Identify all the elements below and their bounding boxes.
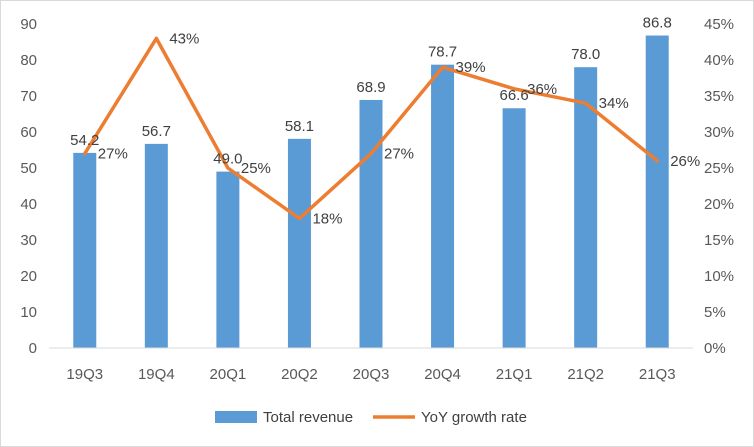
- revenue-data-label: 54.2: [70, 132, 99, 149]
- x-axis-tick-label: 19Q4: [138, 366, 175, 383]
- left-axis-tick-label: 30: [20, 232, 37, 249]
- right-axis-tick-label: 15%: [704, 232, 734, 249]
- x-axis-tick-label: 21Q3: [639, 366, 676, 383]
- growth-rate-data-label: 43%: [169, 30, 199, 47]
- right-axis-tick-label: 10%: [704, 268, 734, 285]
- right-axis-tick-label: 0%: [704, 340, 726, 357]
- left-axis-tick-label: 60: [20, 124, 37, 141]
- growth-rate-point: [226, 166, 230, 170]
- left-axis-tick-label: 90: [20, 16, 37, 33]
- revenue-bar: [645, 35, 669, 349]
- revenue-data-label: 66.6: [500, 87, 529, 104]
- growth-rate-point: [154, 36, 158, 40]
- legend-label-growth: YoY growth rate: [421, 409, 527, 426]
- growth-rate-point: [512, 87, 516, 91]
- revenue-bar: [287, 138, 311, 348]
- revenue-data-label: 56.7: [142, 123, 171, 140]
- growth-rate-data-label: 36%: [527, 81, 557, 98]
- growth-rate-data-label: 39%: [456, 59, 486, 76]
- legend-label-revenue: Total revenue: [263, 409, 353, 426]
- right-axis-tick-label: 30%: [704, 124, 734, 141]
- x-axis-tick-label: 20Q4: [424, 366, 461, 383]
- growth-rate-point: [584, 101, 588, 105]
- x-axis-tick-label: 19Q3: [66, 366, 103, 383]
- left-axis-tick-label: 0: [29, 340, 37, 357]
- left-axis-tick-label: 10: [20, 304, 37, 321]
- legend: Total revenue YoY growth rate: [215, 409, 527, 426]
- x-axis-tick-label: 20Q1: [210, 366, 247, 383]
- x-axis-tick-label: 21Q2: [567, 366, 604, 383]
- revenue-data-label: 78.7: [428, 44, 457, 61]
- growth-rate-point: [297, 216, 301, 220]
- revenue-data-label: 86.8: [643, 15, 672, 32]
- right-axis-tick-label: 20%: [704, 196, 734, 213]
- growth-rate-data-label: 26%: [670, 153, 700, 170]
- right-axis-tick-label: 5%: [704, 304, 726, 321]
- left-axis-tick-label: 40: [20, 196, 37, 213]
- left-axis-tick-label: 80: [20, 52, 37, 69]
- left-axis-tick-label: 70: [20, 88, 37, 105]
- left-axis-tick-label: 50: [20, 160, 37, 177]
- legend-swatch-revenue: [215, 411, 257, 423]
- left-axis: 0 10 20 30 40 50 60 70 80 90: [20, 16, 37, 357]
- right-axis-tick-label: 40%: [704, 52, 734, 69]
- revenue-bar: [73, 152, 97, 348]
- growth-rate-data-label: 34%: [599, 95, 629, 112]
- x-axis-tick-label: 20Q3: [353, 366, 390, 383]
- revenue-data-label: 58.1: [285, 118, 314, 135]
- data-labels: 54.2 56.7 49.0 58.1 68.9 78.7 66.6 78.0 86.8 27% 4…: [70, 15, 700, 228]
- revenue-bar: [574, 67, 598, 348]
- revenue-bar: [431, 64, 455, 349]
- growth-rate-data-label: 18%: [312, 210, 342, 227]
- revenue-bar: [216, 171, 240, 348]
- growth-line-layer: [83, 36, 659, 221]
- revenue-data-label: 68.9: [356, 79, 385, 96]
- x-axis-tick-label: 21Q1: [496, 366, 533, 383]
- growth-rate-point: [441, 65, 445, 69]
- growth-rate-data-label: 27%: [98, 146, 128, 163]
- right-axis-tick-label: 25%: [704, 160, 734, 177]
- growth-rate-point: [83, 152, 87, 156]
- growth-rate-data-label: 27%: [384, 146, 414, 163]
- x-axis-tick-label: 20Q2: [281, 366, 318, 383]
- right-axis-tick-label: 45%: [704, 16, 734, 33]
- right-axis-tick-label: 35%: [704, 88, 734, 105]
- x-axis: 19Q3 19Q4 20Q1 20Q2 20Q3 20Q4 21Q1 21Q2 21Q3: [49, 347, 693, 383]
- revenue-bar: [502, 108, 526, 349]
- revenue-data-label: 49.0: [213, 151, 242, 168]
- growth-rate-data-label: 25%: [241, 160, 271, 177]
- revenue-bar: [359, 99, 383, 349]
- revenue-bar: [144, 143, 168, 348]
- revenue-data-label: 78.0: [571, 46, 600, 63]
- growth-rate-point: [369, 152, 373, 156]
- left-axis-tick-label: 20: [20, 268, 37, 285]
- right-axis: 0% 5% 10% 15% 20% 25% 30% 35% 40% 45%: [704, 16, 734, 357]
- revenue-bars: [73, 35, 669, 349]
- growth-rate-point: [655, 159, 659, 163]
